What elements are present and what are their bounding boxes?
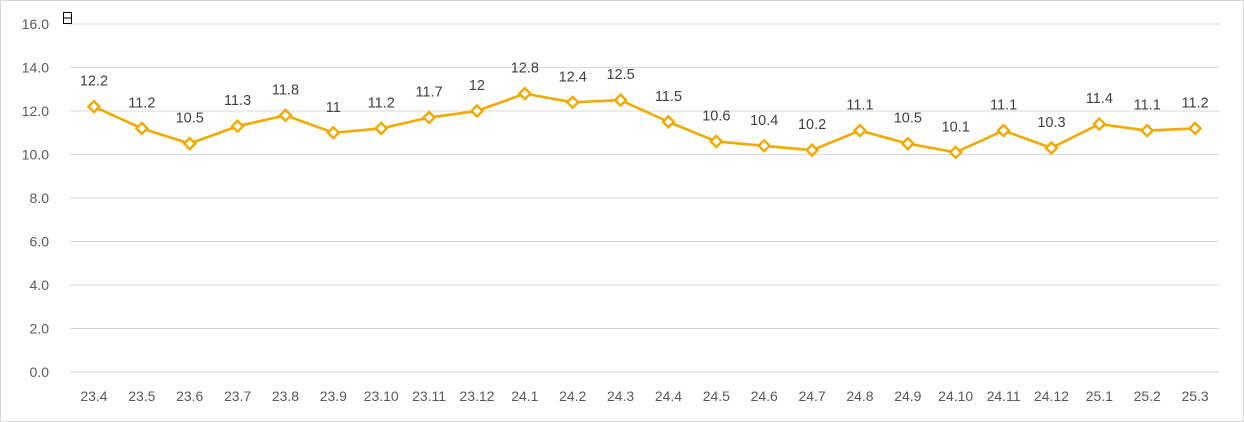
data-label: 12.2 xyxy=(80,74,108,90)
data-label: 11.8 xyxy=(272,82,299,98)
x-tick-label: 23.7 xyxy=(224,388,251,404)
data-point xyxy=(1187,121,1203,136)
x-tick-label: 23.6 xyxy=(176,388,203,404)
data-label: 10.1 xyxy=(942,119,970,135)
y-tick-label: 16.0 xyxy=(22,16,49,32)
y-tick-label: 14.0 xyxy=(22,60,49,76)
x-tick-label: 25.2 xyxy=(1134,388,1161,404)
data-label: 10.2 xyxy=(798,117,826,133)
data-point xyxy=(517,86,533,101)
y-tick-label: 6.0 xyxy=(30,234,50,250)
x-tick-label: 24.3 xyxy=(607,388,634,404)
data-label: 12.5 xyxy=(606,67,634,83)
x-tick-label: 25.3 xyxy=(1181,388,1208,404)
data-label: 11.3 xyxy=(224,93,251,109)
data-point xyxy=(613,92,628,108)
data-point xyxy=(996,123,1011,138)
data-point xyxy=(1092,116,1107,132)
data-point xyxy=(278,108,293,123)
x-tick-label: 24.11 xyxy=(987,388,1021,404)
x-tick-label: 23.4 xyxy=(80,388,107,404)
data-point xyxy=(900,136,916,151)
data-point xyxy=(709,134,724,149)
x-tick-label: 24.7 xyxy=(798,388,825,404)
data-label: 10.6 xyxy=(702,108,730,124)
data-point xyxy=(182,136,197,151)
y-tick-label: 0.0 xyxy=(30,364,50,380)
data-point xyxy=(469,103,485,119)
data-point xyxy=(804,142,820,158)
x-tick-label: 23.8 xyxy=(272,388,299,404)
data-point xyxy=(1044,140,1059,156)
x-tick-label: 24.8 xyxy=(846,388,873,404)
gridlines xyxy=(70,23,1219,373)
data-label: 10.5 xyxy=(176,111,204,127)
data-label: 10.5 xyxy=(894,111,922,127)
data-label: 11.2 xyxy=(368,95,395,111)
series-group xyxy=(86,86,1203,160)
data-label: 11.2 xyxy=(1181,95,1208,111)
x-tick-label: 24.12 xyxy=(1034,388,1069,404)
data-point xyxy=(756,138,772,153)
x-tick-label: 24.10 xyxy=(938,388,973,404)
data-point xyxy=(948,145,963,160)
data-point xyxy=(134,121,150,136)
data-label: 12.8 xyxy=(511,61,539,77)
data-point xyxy=(1139,123,1155,138)
y-tick-label: 12.0 xyxy=(22,103,49,119)
x-tick-label: 24.4 xyxy=(655,388,682,404)
y-tick-label: 2.0 xyxy=(30,321,50,337)
data-point xyxy=(661,114,676,130)
y-tick-label: 4.0 xyxy=(30,277,50,293)
data-label: 10.4 xyxy=(750,113,778,129)
x-tick-label: 24.2 xyxy=(559,388,586,404)
legend-marker-icon xyxy=(63,12,72,24)
data-point xyxy=(421,110,437,125)
x-tick-label: 23.5 xyxy=(128,388,155,404)
x-tick-label: 24.1 xyxy=(511,388,538,404)
x-tick-label: 24.9 xyxy=(894,388,921,404)
x-tick-label: 25.1 xyxy=(1086,388,1113,404)
data-point xyxy=(852,123,868,138)
data-label: 11.2 xyxy=(128,95,155,111)
data-label: 11.7 xyxy=(415,85,442,101)
series-line xyxy=(93,92,1196,154)
data-label: 11.1 xyxy=(846,98,873,114)
y-tick-label: 8.0 xyxy=(30,190,50,206)
x-tick-label: 23.10 xyxy=(364,388,399,404)
data-label: 11.1 xyxy=(1134,98,1161,114)
data-label: 11.5 xyxy=(655,89,682,105)
y-axis-ticks: 0.0 2.0 4.0 6.0 8.0 10.0 12.0 14.0 16.0 xyxy=(22,16,49,380)
data-label: 10.3 xyxy=(1037,115,1065,131)
x-tick-label: 23.11 xyxy=(412,388,446,404)
data-label: 11.1 xyxy=(990,98,1017,114)
y-tick-label: 10.0 xyxy=(22,147,49,163)
data-labels: 12.2 11.2 10.5 11.3 11.8 11 11.2 11.7 12 12.8 12.4… xyxy=(80,61,1209,136)
x-tick-label: 24.5 xyxy=(703,388,730,404)
data-point xyxy=(326,125,341,140)
data-label: 12.4 xyxy=(559,69,587,85)
x-tick-label: 23.9 xyxy=(320,388,347,404)
data-point xyxy=(565,95,580,110)
x-axis-ticks: 23.4 23.5 23.6 23.7 23.8 23.9 23.10 23.11 23.12 2… xyxy=(80,388,1209,404)
data-label: 11 xyxy=(326,100,341,116)
data-point xyxy=(86,99,102,114)
data-point xyxy=(373,121,389,136)
x-tick-label: 23.12 xyxy=(459,388,494,404)
data-label: 11.4 xyxy=(1086,91,1113,107)
data-point xyxy=(230,119,245,134)
data-label: 12 xyxy=(469,78,485,94)
x-tick-label: 24.6 xyxy=(751,388,778,404)
